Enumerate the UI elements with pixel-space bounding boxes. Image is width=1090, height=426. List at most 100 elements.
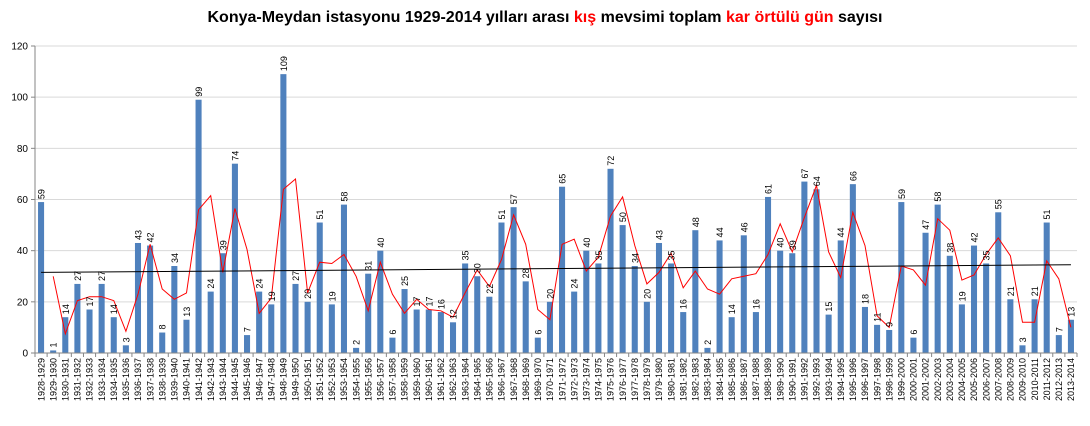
data-label: 51 [497,210,507,220]
data-label: 13 [182,307,192,317]
lines [41,178,1072,336]
data-label: 43 [133,230,143,240]
title-part-2: kış [573,9,597,26]
bar [668,263,675,353]
bar [280,74,287,354]
data-label: 35 [461,250,471,260]
data-label: 40 [376,238,386,248]
x-tick-label: 2000-2001 [909,358,919,401]
data-label: 6 [533,330,543,335]
x-tick-label: 1958-1959 [400,358,410,401]
data-label: 58 [933,192,943,202]
data-label: 19 [327,291,337,301]
bar [437,312,444,353]
bar [1055,335,1062,353]
data-label: 39 [788,240,798,250]
y-axis-ticks: 0 20 40 60 80 100 120 [11,42,35,360]
y-tick-label: 120 [11,42,28,53]
bar [692,230,699,353]
axes [34,46,1078,357]
bar [704,347,711,353]
x-tick-label: 1929-1930 [48,358,58,401]
data-label: 48 [691,217,701,227]
bar [849,184,856,353]
bar [50,350,57,353]
x-tick-label: 1960-1961 [424,358,434,401]
x-tick-label: 2011-2012 [1042,358,1052,400]
x-tick-label: 1945-1946 [242,358,252,401]
bar [680,312,687,353]
x-tick-label: 2013-2014 [1066,358,1076,401]
bar [134,242,142,353]
x-tick-label: 1954-1955 [351,358,361,401]
data-label: 6 [388,330,398,335]
data-label: 16 [436,299,446,309]
data-label: 20 [545,289,555,299]
x-tick-label: 1969-1970 [533,358,543,401]
bar [292,283,299,353]
x-tick-label: 1970-1971 [545,358,555,401]
data-label: 16 [679,299,689,309]
data-label: 58 [339,192,349,202]
bar [740,235,747,353]
bar [474,276,481,353]
x-tick-label: 2008-2009 [1006,358,1016,401]
bar [413,309,420,353]
x-tick-label: 1961-1962 [436,358,446,401]
x-tick-label: 1967-1968 [509,358,519,401]
data-label: 59 [37,189,47,199]
data-label: 2 [703,340,713,345]
bar [837,240,844,353]
data-label: 14 [109,304,119,314]
x-tick-label: 1982-1983 [691,358,701,401]
bar [983,263,990,353]
bar [522,281,529,353]
x-tick-label: 1937-1938 [145,358,155,401]
x-tick-label: 1956-1957 [376,358,386,401]
x-tick-label: 1997-1998 [872,358,882,401]
x-tick-label: 1955-1956 [363,358,373,401]
bar [716,240,723,353]
data-label: 24 [255,279,265,289]
bar [813,189,820,353]
x-tick-label: 1972-1973 [569,358,579,401]
data-label: 21 [1006,286,1016,296]
data-label: 12 [449,309,459,319]
chart-title: Konya-Meydan istasyonu 1929-2014 yılları… [0,9,1090,27]
data-label: 22 [485,284,495,294]
bar [752,312,759,353]
gridlines [35,45,1077,303]
x-tick-label: 1932-1933 [85,358,95,401]
x-tick-label: 2004-2005 [957,358,967,401]
y-tick-label: 60 [17,195,29,206]
x-tick-label: 1999-2000 [897,358,907,401]
x-tick-label: 1987-1988 [751,358,761,401]
x-tick-label: 1950-1951 [303,358,313,401]
bar [631,266,638,353]
bar [595,263,602,353]
bar [244,335,251,353]
bar [777,250,784,353]
x-tick-label: 1983-1984 [703,358,713,401]
data-label: 14 [727,304,737,314]
title-part-5: sayısı [833,9,883,26]
bar [340,204,347,353]
data-label: 43 [654,230,664,240]
bar [728,317,735,353]
x-tick-label: 1978-1979 [642,358,652,401]
x-tick-label: 1971-1972 [557,358,567,401]
bar [74,283,81,353]
data-label: 7 [243,327,253,332]
bar [98,283,105,353]
x-tick-label: 2006-2007 [981,358,991,401]
bar [534,337,541,353]
bar [1067,319,1074,353]
data-label: 47 [921,220,931,230]
bar [910,337,917,353]
x-tick-label: 1939-1940 [170,358,180,401]
bar [147,245,154,353]
data-label: 27 [291,271,301,281]
x-tick-label: 1946-1947 [254,358,264,401]
data-label: 14 [61,304,71,314]
